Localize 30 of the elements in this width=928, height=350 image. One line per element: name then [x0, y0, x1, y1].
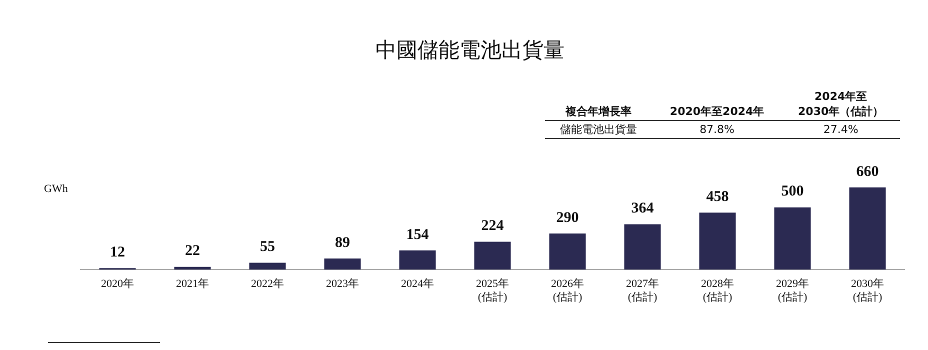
text: 2024年至 2030年（估計） — [782, 88, 900, 120]
y-axis-title: GWh — [44, 183, 68, 195]
data-label: 500 — [781, 184, 804, 200]
text: 複合年增長率 — [545, 88, 652, 120]
data-label: 22 — [185, 243, 200, 260]
data-label: 55 — [260, 239, 275, 256]
x-tick-label: 2021年 — [176, 278, 209, 290]
text: 27.4% — [782, 120, 900, 138]
data-label: 12 — [110, 244, 125, 260]
x-tick-label: 2027年 (估計) — [626, 278, 659, 304]
x-tick-label: 2029年 (估計) — [776, 278, 809, 304]
data-label: 364 — [631, 200, 654, 217]
data-label: 458 — [706, 188, 729, 205]
x-tick-label: 2020年 — [101, 278, 134, 290]
data-label: 290 — [556, 210, 579, 226]
x-tick-label: 2023年 — [326, 278, 359, 290]
data-label: 154 — [406, 226, 430, 243]
text: 2020年至2024年 — [652, 88, 782, 120]
x-tick-label: 2030年 (估計) — [851, 278, 884, 304]
text: 儲能電池出貨量 — [545, 120, 652, 138]
x-tick-label: 2025年 (估計) — [476, 278, 509, 304]
text: 87.8% — [652, 120, 782, 138]
data-label: 89 — [335, 234, 350, 251]
x-tick-label: 2022年 — [251, 278, 284, 290]
data-label: 660 — [856, 164, 879, 180]
x-tick-label: 2024年 — [401, 278, 434, 290]
chart-title: 中國儲能電池出貨量 — [374, 37, 566, 64]
data-label: 224 — [481, 218, 504, 234]
x-tick-label: 2026年 (估計) — [551, 278, 584, 304]
x-tick-label: 2028年 (估計) — [701, 278, 734, 304]
